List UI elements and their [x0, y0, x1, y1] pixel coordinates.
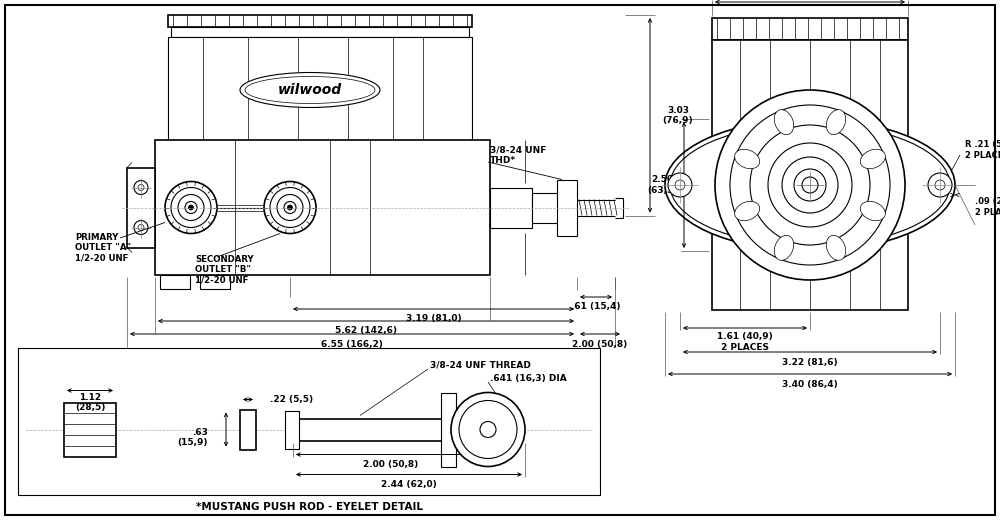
Text: 1.12
(28,5): 1.12 (28,5) — [75, 393, 105, 412]
Circle shape — [178, 194, 204, 220]
Circle shape — [288, 205, 292, 210]
Circle shape — [451, 393, 525, 466]
Text: 3.19 (81,0): 3.19 (81,0) — [406, 315, 461, 323]
Ellipse shape — [774, 236, 794, 261]
Bar — [532, 192, 557, 223]
Text: .61 (15,4): .61 (15,4) — [571, 303, 621, 311]
Text: PRIMARY
OUTLET "A"
1/2-20 UNF: PRIMARY OUTLET "A" 1/2-20 UNF — [75, 233, 131, 263]
Text: 3.22 (81,6): 3.22 (81,6) — [782, 358, 838, 367]
Bar — [155, 140, 490, 275]
Text: 3.40 (86,4): 3.40 (86,4) — [782, 380, 838, 388]
Text: .22 (5,5): .22 (5,5) — [270, 395, 313, 404]
Text: 2.00 (50,8): 2.00 (50,8) — [572, 340, 628, 348]
Circle shape — [277, 194, 303, 220]
Text: .09 (2,3)
2 PLACES: .09 (2,3) 2 PLACES — [975, 197, 1000, 217]
Ellipse shape — [860, 201, 885, 220]
Bar — [490, 188, 532, 228]
Circle shape — [715, 90, 905, 280]
Text: wilwood: wilwood — [278, 83, 342, 97]
Bar — [712, 40, 908, 310]
Text: 3.03
(76,9): 3.03 (76,9) — [663, 106, 693, 125]
Ellipse shape — [774, 110, 794, 135]
Text: 2.50
(63,5): 2.50 (63,5) — [647, 175, 677, 194]
Ellipse shape — [665, 119, 955, 251]
Circle shape — [134, 180, 148, 194]
Bar — [64, 402, 116, 457]
Text: .641 (16,3) DIA: .641 (16,3) DIA — [490, 373, 567, 383]
Ellipse shape — [826, 110, 846, 135]
Circle shape — [668, 173, 692, 197]
Bar — [712, 18, 908, 40]
Circle shape — [270, 188, 310, 228]
Circle shape — [165, 181, 217, 233]
Bar — [171, 27, 469, 37]
Text: 1.61 (40,9)
2 PLACES: 1.61 (40,9) 2 PLACES — [717, 332, 773, 352]
Text: 2.44 (62,0): 2.44 (62,0) — [381, 480, 437, 489]
Circle shape — [188, 205, 194, 210]
Bar — [285, 410, 299, 448]
Circle shape — [185, 201, 197, 214]
Text: R .21 (5,2)
2 PLACES: R .21 (5,2) 2 PLACES — [965, 140, 1000, 160]
Bar — [168, 37, 472, 140]
Text: *MUSTANG PUSH ROD - EYELET DETAIL: *MUSTANG PUSH ROD - EYELET DETAIL — [196, 502, 422, 512]
Bar — [441, 393, 456, 466]
Bar — [168, 15, 472, 27]
Bar — [160, 275, 190, 289]
Bar — [18, 348, 600, 495]
Circle shape — [171, 188, 211, 228]
Ellipse shape — [860, 149, 885, 168]
Text: 3/8-24 UNF THREAD: 3/8-24 UNF THREAD — [430, 360, 531, 370]
Text: 3/8-24 UNF
THD*: 3/8-24 UNF THD* — [490, 145, 546, 165]
Ellipse shape — [240, 72, 380, 108]
Bar — [716, 40, 904, 48]
Circle shape — [134, 220, 148, 235]
Text: SECONDARY
OUTLET "B"
1/2-20 UNF: SECONDARY OUTLET "B" 1/2-20 UNF — [195, 255, 254, 285]
Circle shape — [264, 181, 316, 233]
Ellipse shape — [735, 201, 760, 220]
Bar — [127, 167, 155, 248]
Ellipse shape — [826, 236, 846, 261]
Text: 5.62 (142,6): 5.62 (142,6) — [335, 327, 397, 335]
Text: .63
(15,9): .63 (15,9) — [178, 428, 208, 447]
Bar — [200, 275, 230, 289]
Bar — [240, 410, 256, 449]
Text: 6.55 (166,2): 6.55 (166,2) — [321, 340, 383, 348]
Text: 2.00 (50,8): 2.00 (50,8) — [363, 460, 418, 469]
Ellipse shape — [735, 149, 760, 168]
Circle shape — [928, 173, 952, 197]
Circle shape — [284, 201, 296, 214]
Bar — [293, 419, 453, 440]
